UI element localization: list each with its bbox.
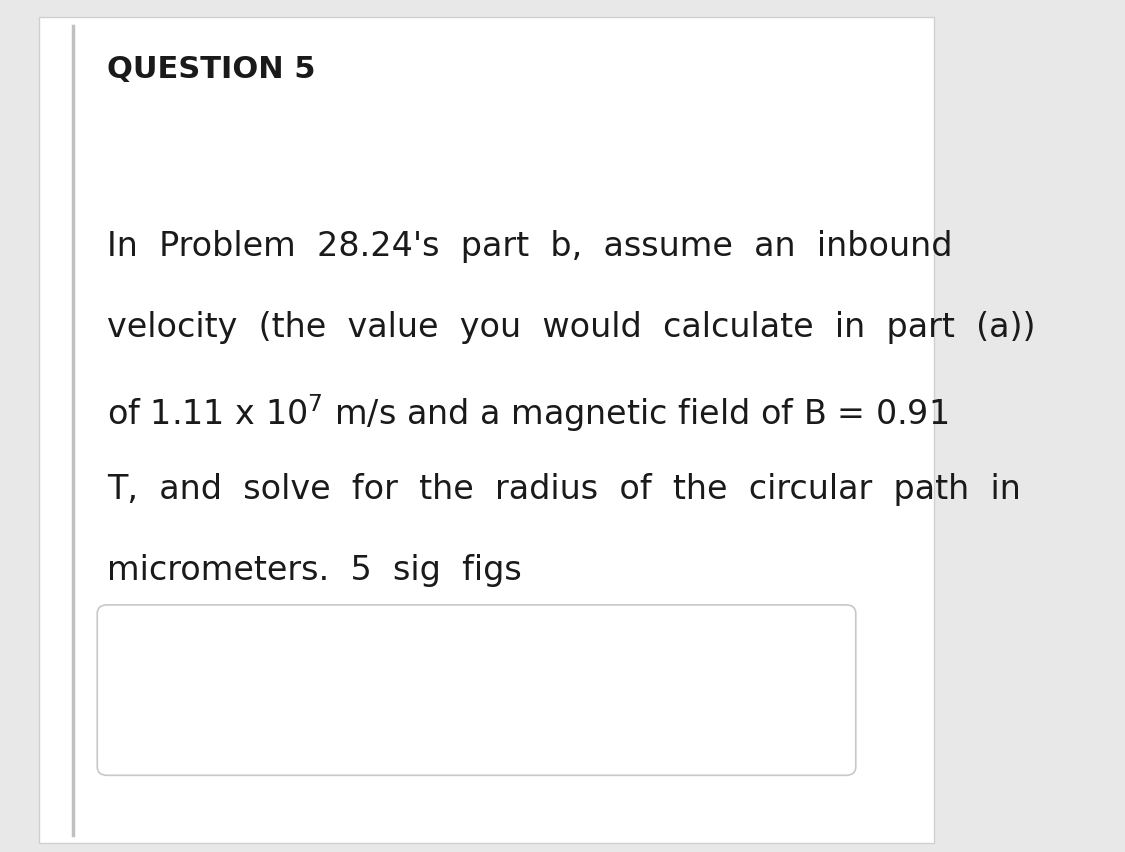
Text: micrometers.  5  sig  figs: micrometers. 5 sig figs bbox=[107, 554, 522, 587]
Text: T,  and  solve  for  the  radius  of  the  circular  path  in: T, and solve for the radius of the circu… bbox=[107, 473, 1020, 506]
Text: In  Problem  28.24's  part  b,  assume  an  inbound: In Problem 28.24's part b, assume an inb… bbox=[107, 230, 953, 263]
FancyBboxPatch shape bbox=[39, 17, 934, 843]
Text: of 1.11 x 10$^{7}$ m/s and a magnetic field of B = 0.91: of 1.11 x 10$^{7}$ m/s and a magnetic fi… bbox=[107, 392, 948, 434]
FancyBboxPatch shape bbox=[97, 605, 856, 775]
Text: QUESTION 5: QUESTION 5 bbox=[107, 55, 315, 84]
Text: velocity  (the  value  you  would  calculate  in  part  (a)): velocity (the value you would calculate … bbox=[107, 311, 1035, 344]
